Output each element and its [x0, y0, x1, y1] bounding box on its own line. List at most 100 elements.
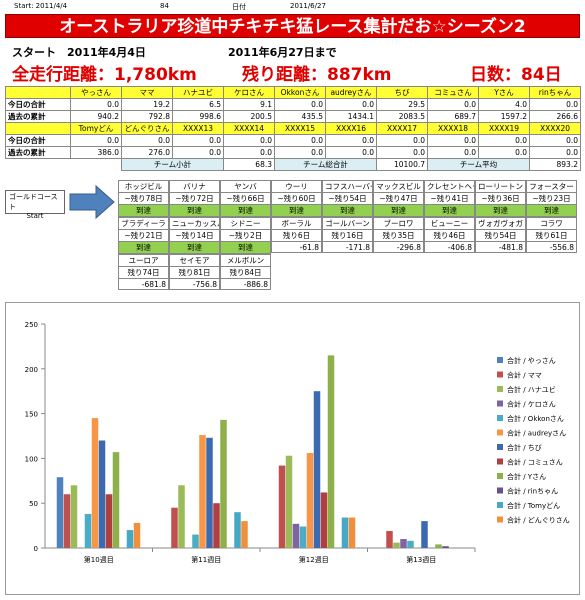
stop: ヴォガヴォガ 残り54日 -481.8	[475, 217, 526, 253]
header-cell: XXXX18	[427, 122, 479, 135]
team-value: 893.2	[529, 158, 581, 171]
team-label: チーム小計	[121, 158, 224, 171]
y-tick-label: 0	[34, 545, 38, 553]
cell: 0.0	[70, 98, 122, 111]
r: -171.8	[322, 241, 373, 253]
bar	[292, 523, 300, 548]
arrow	[69, 184, 115, 220]
team-label: チーム総合計	[274, 158, 377, 171]
r: ブーロワ	[373, 217, 424, 230]
legend-label: 合計 / ママ	[507, 371, 542, 380]
cell: 0.0	[172, 146, 224, 159]
bar	[91, 418, 99, 548]
r: ヤンバ	[220, 180, 271, 193]
data-row: 今日の合計 0.0 0.0 0.0 0.0 0.0 0.0 0.0 0.0 0.0 0.0	[5, 134, 581, 147]
chart-frame	[5, 302, 580, 595]
legend-swatch	[497, 357, 503, 363]
start-info: Start: 2011/4/4	[14, 2, 68, 10]
legend-label: 合計 / Yさん	[507, 472, 546, 481]
header-cell: audreyさん	[325, 86, 377, 99]
r: ~残り23日	[526, 192, 577, 205]
data-row: 過去の累計 940.2 792.8 998.6 200.5 435.5 1434.1 2083…	[5, 110, 581, 123]
r: ユーロア	[118, 254, 169, 267]
stop-name: ホッジビル	[118, 180, 169, 193]
legend-label: 合計 / rinちゃん	[507, 487, 558, 496]
day-count: 日数：84日	[470, 65, 562, 85]
team-value: 10100.7	[376, 158, 428, 171]
legend-swatch	[497, 415, 503, 421]
cell: 29.5	[376, 98, 428, 111]
stop: ヤンバ ~残り66日 到達	[220, 180, 271, 217]
stop-remaining: 残り35日	[373, 229, 424, 242]
stop: マックスビル ~残り47日 到達	[373, 180, 424, 217]
stop-remaining: ~残り66日	[220, 192, 271, 205]
cell: 0.0	[223, 134, 275, 147]
stop-status: -756.8	[169, 278, 220, 290]
header-cell: rinちゃん	[529, 86, 581, 99]
legend-label: 合計 / ちび	[507, 443, 542, 452]
r: ~残り60日	[271, 192, 322, 205]
stop-remaining: 残り54日	[475, 229, 526, 242]
r: ローリートン	[475, 180, 526, 193]
stop: ボーラル 残り6日 -61.8	[271, 217, 322, 253]
x-tick-label: 第12週目	[299, 555, 329, 564]
r: 到達	[169, 241, 220, 254]
stop-remaining: ~残り21日	[118, 229, 169, 242]
cell: 1597.2	[478, 110, 530, 123]
r: ~残り2日	[220, 229, 271, 242]
r: -886.8	[220, 278, 271, 290]
cell: 276.0	[121, 146, 173, 159]
bar	[400, 539, 407, 548]
r: ~残り21日	[118, 229, 169, 242]
stop: ゴールバーン 残り16日 -171.8	[322, 217, 373, 253]
cell: 2083.5	[376, 110, 428, 123]
chart: 0 50 100 150 200 250 第10週目 第11週目 第12週目 第13週目 合計 / …	[5, 302, 580, 595]
stop-remaining: 残り61日	[526, 229, 577, 242]
y-tick-label: 50	[29, 500, 38, 508]
legend-label: 合計 / コミュさん	[507, 458, 563, 467]
days: 84	[160, 2, 169, 10]
stop-remaining: ~残り36日	[475, 192, 526, 205]
r: コラワ	[526, 217, 577, 230]
stop-name: フォースター	[526, 180, 577, 193]
r: 残り6日	[271, 229, 322, 242]
start-label: Start	[26, 212, 44, 220]
y-tick-label: 150	[25, 411, 38, 419]
r: 残り81日	[169, 266, 220, 279]
stop-name: ニューカッスル	[169, 217, 220, 230]
stop-status: 到達	[271, 204, 322, 217]
r: -756.8	[169, 278, 220, 290]
stop-remaining: ~残り60日	[271, 192, 322, 205]
legend-swatch	[497, 473, 503, 479]
cell: 0.0	[478, 146, 530, 159]
header-cell: XXXX13	[172, 122, 224, 135]
cell: 0.0	[121, 134, 173, 147]
data-row: 過去の累計 386.0 276.0 0.0 0.0 0.0 0.0 0.0 0.0 0.0 0.0	[5, 146, 581, 159]
cell: 0.0	[70, 134, 122, 147]
legend-swatch	[497, 429, 503, 436]
blank	[6, 159, 71, 171]
bar	[348, 517, 356, 548]
stop-name: コラワ	[526, 217, 577, 230]
r: -61.8	[271, 241, 322, 253]
stop-name: ユーロア	[118, 254, 169, 267]
r: 到達	[169, 204, 220, 217]
bar	[386, 530, 393, 548]
bar	[112, 452, 120, 548]
header-cell: Yさん	[478, 86, 530, 99]
header-cell: XXXX20	[529, 122, 581, 135]
cell: 0.0	[427, 134, 479, 147]
stop-status: -61.8	[271, 241, 322, 253]
stop-status: 到達	[475, 204, 526, 217]
r: マックスビル	[373, 180, 424, 193]
bar	[178, 485, 185, 548]
bar	[199, 435, 206, 548]
cell: 792.8	[121, 110, 173, 123]
cell: 386.0	[70, 146, 122, 159]
header-cell: ハナユビ	[172, 86, 224, 99]
stop: ホッジビル ~残り78日 到達	[118, 180, 169, 217]
stop-name: ブーロワ	[373, 217, 424, 230]
r: 到達	[424, 204, 475, 217]
r: 残り46日	[424, 229, 475, 242]
